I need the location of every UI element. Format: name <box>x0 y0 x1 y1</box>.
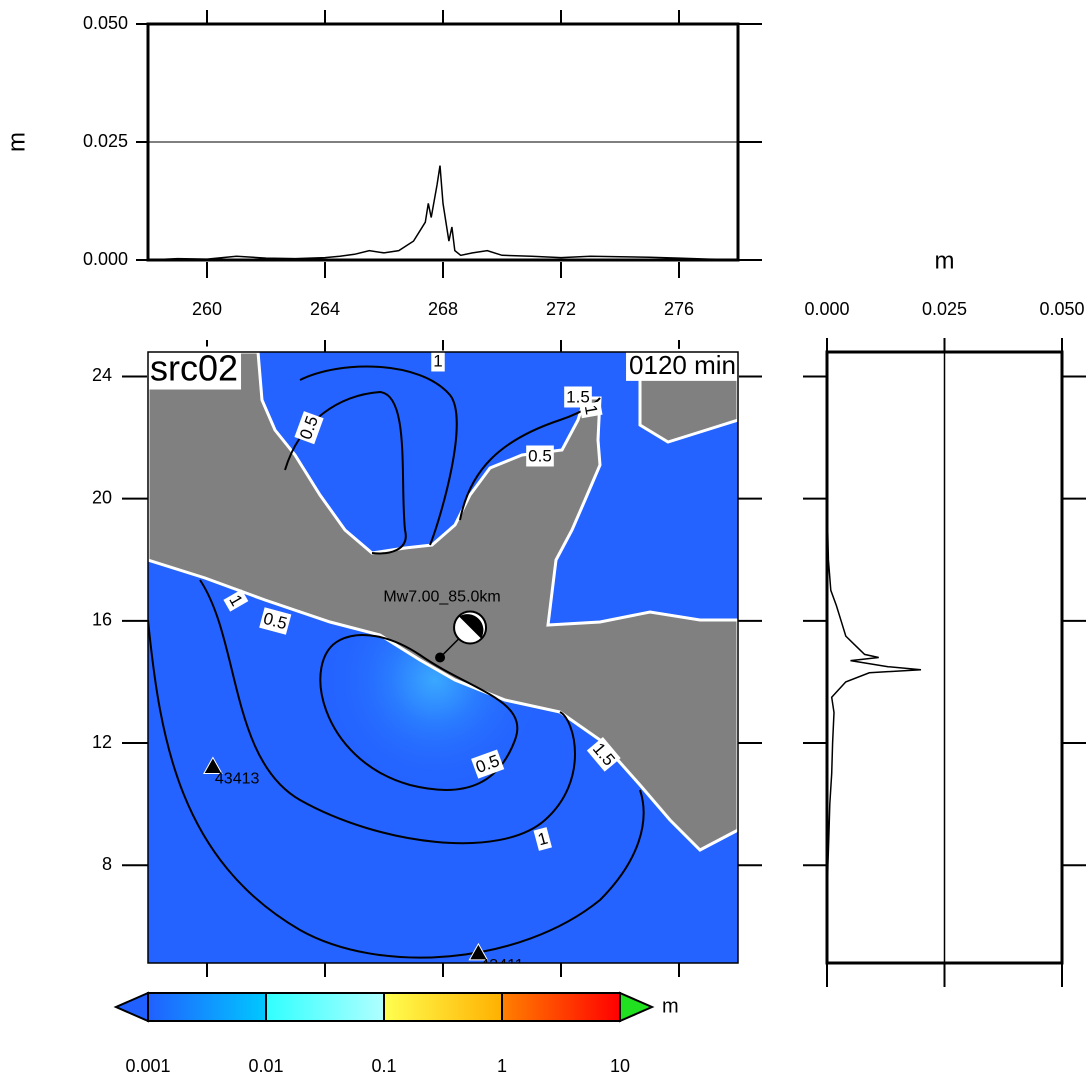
colorbar-segment <box>266 993 384 1021</box>
colorbar-tick-label: 10 <box>610 1056 630 1076</box>
beachball-quadrant <box>459 614 484 639</box>
colorbar-over <box>619 991 655 1023</box>
x-tick-label: 268 <box>428 299 458 319</box>
label-background <box>471 749 505 779</box>
label-background <box>431 350 445 372</box>
plot-frame <box>147 351 739 964</box>
x-tick-label: 264 <box>310 299 340 319</box>
y-tick-label: 20 <box>92 487 112 507</box>
x-tick-label: 276 <box>664 299 694 319</box>
map-base <box>148 352 738 963</box>
station-marker <box>203 756 223 774</box>
label-background <box>147 346 242 390</box>
x-tick-label: 0.025 <box>922 299 967 319</box>
contour-label: 1 <box>433 351 442 370</box>
event-label: Mw7.00_85.0km <box>383 589 500 606</box>
contour-label: 1 <box>581 404 601 417</box>
profile-line <box>147 165 733 261</box>
y-tick-label: 0.025 <box>83 131 128 151</box>
colorbar-tick-label: 0.001 <box>125 1056 170 1076</box>
contour-label: 1.5 <box>566 387 590 406</box>
label-background <box>586 737 621 772</box>
label-background <box>626 348 739 381</box>
colorbar-unit: m <box>662 995 679 1017</box>
profile-line <box>826 352 922 963</box>
contour-label: 0.5 <box>528 446 552 465</box>
x-tick-label: 0.000 <box>804 299 849 319</box>
label-background <box>223 589 249 612</box>
y-tick-label: 24 <box>92 365 112 385</box>
colorbar-tick-label: 1 <box>497 1056 507 1076</box>
label-background <box>259 607 292 635</box>
y-tick-label: 16 <box>92 610 112 630</box>
y-tick-label: 0.000 <box>83 249 128 269</box>
station-marker <box>468 942 489 961</box>
y-tick-label: 8 <box>102 854 112 874</box>
label-background <box>526 445 554 467</box>
x-tick-label: 272 <box>546 299 576 319</box>
plot-frame <box>146 22 740 262</box>
y-axis-label: m <box>3 132 30 152</box>
station-label: 43411 <box>480 957 523 974</box>
map-title: src02 <box>150 348 238 389</box>
colorbar-tick-label: 0.01 <box>248 1056 283 1076</box>
label-background <box>533 827 552 851</box>
epicenter <box>435 652 446 663</box>
label-background <box>564 386 592 408</box>
label-background <box>294 411 324 445</box>
x-axis-label: m <box>935 247 955 274</box>
y-tick-label: 12 <box>92 732 112 752</box>
y-tick-label: 0.050 <box>83 13 128 33</box>
colorbar-tick-label: 0.1 <box>371 1056 396 1076</box>
colorbar-frame <box>147 992 621 1022</box>
map-subtitle: 0120 min <box>629 350 736 380</box>
station-label: 43413 <box>215 771 260 788</box>
x-tick-label: 0.050 <box>1039 299 1084 319</box>
colorbar-segment <box>384 993 502 1021</box>
x-tick-label: 260 <box>192 299 222 319</box>
colorbar-segment <box>148 993 266 1021</box>
plot-frame <box>825 350 1064 965</box>
colorbar-segment <box>502 993 620 1021</box>
label-background <box>579 401 603 419</box>
colorbar-under <box>113 991 149 1023</box>
